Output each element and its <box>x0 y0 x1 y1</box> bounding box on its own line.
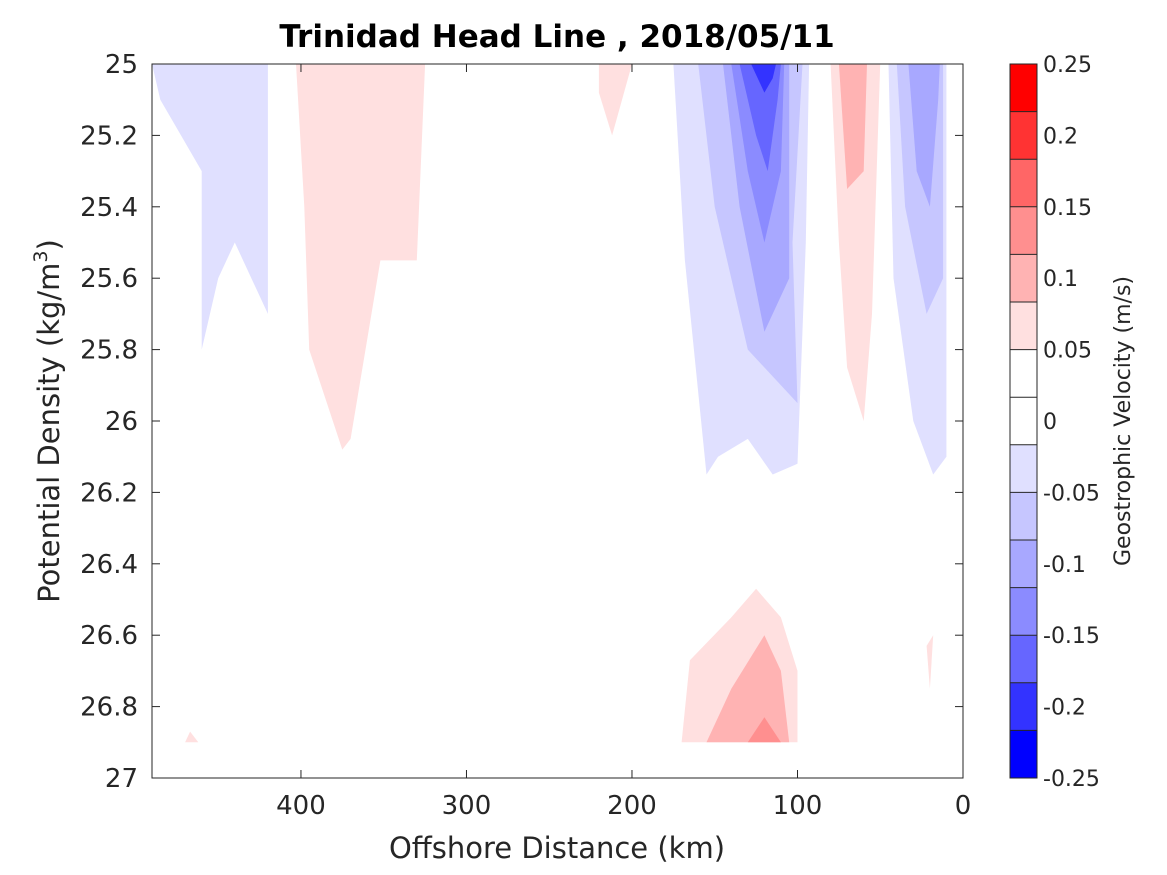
x-tick-label: 200 <box>607 791 657 821</box>
colorbar-swatch <box>1010 444 1037 493</box>
colorbar-tick-label: -0.15 <box>1043 624 1100 649</box>
colorbar-swatch <box>1010 682 1037 731</box>
colorbar-swatch <box>1010 540 1037 589</box>
colorbar-swatch <box>1010 587 1037 636</box>
contour-region-neg-jet-0.125 <box>739 64 781 172</box>
y-tick-label: 26.4 <box>80 550 138 580</box>
colorbar-tick-label: 0.1 <box>1043 267 1078 292</box>
colorbar-swatch <box>1010 254 1037 303</box>
colorbar-swatch <box>1010 349 1037 398</box>
colorbar-tick-label: 0.05 <box>1043 339 1092 364</box>
colorbar-swatch <box>1010 64 1037 113</box>
y-tick-label: 26 <box>105 407 138 437</box>
colorbar-swatch <box>1010 302 1037 351</box>
contour-region-pos-slope-400 <box>296 64 426 450</box>
colorbar-swatch <box>1010 397 1037 446</box>
colorbar-frame <box>1009 63 1038 779</box>
colorbar-tick-label: -0.05 <box>1043 481 1100 506</box>
colorbar-tick-label: 0.15 <box>1043 196 1092 221</box>
y-tick-label: 25.6 <box>80 264 138 294</box>
y-tick-label: 25.2 <box>80 121 138 151</box>
contour-region-pos-inshore-0.05 <box>838 64 867 189</box>
colorbar: 0.25 0.2 0.15 0.1 0.05 0 -0.05 -0.1 -0.15 -0.2 -0.… <box>1009 53 1100 792</box>
contour-region-neg-shelf-far <box>152 64 268 350</box>
colorbar-tick-label: -0.25 <box>1043 767 1100 792</box>
colorbar-swatch <box>1010 730 1037 779</box>
contour-region-group <box>152 64 947 743</box>
y-tick-label: 25 <box>105 50 138 80</box>
y-tick-label: 25.4 <box>80 193 138 223</box>
colorbar-tick-label: -0.1 <box>1043 553 1086 578</box>
chart-title: Trinidad Head Line , 2018/05/11 <box>279 19 834 55</box>
x-tick-label: 0 <box>955 791 972 821</box>
contour-region-pos-inshore-0.025 <box>830 64 881 421</box>
y-tick-label: 26.2 <box>80 478 138 508</box>
contour-region-pos-coast-sliver <box>926 635 934 689</box>
y-axis-label-close: ) <box>32 239 66 250</box>
y-tick-label: 26.6 <box>80 621 138 651</box>
colorbar-tick-label: 0.25 <box>1043 53 1092 78</box>
y-axis-label-main: Potential Density (kg/m <box>32 263 66 603</box>
colorbar-tick-label: 0 <box>1043 410 1057 435</box>
y-tick-label: 25.8 <box>80 336 138 366</box>
colorbar-swatch <box>1010 635 1037 684</box>
contour-region-pos-deep-0.05 <box>706 635 790 743</box>
contour-region-pos-200-wisp <box>598 64 632 136</box>
colorbar-tick-label: -0.2 <box>1043 696 1086 721</box>
colorbar-swatch <box>1010 206 1037 255</box>
y-axis-label-superscript: 3 <box>30 250 52 262</box>
x-axis: 400 300 200 100 0 <box>276 64 971 821</box>
x-tick-label: 300 <box>442 791 492 821</box>
colorbar-swatch <box>1010 111 1037 160</box>
contour-region-neg-coast-0.075 <box>908 64 940 207</box>
y-axis-label: Potential Density (kg/m3) <box>30 239 66 603</box>
y-tick-label: 26.8 <box>80 693 138 723</box>
contour-region-pos-far-bottom-blip <box>185 731 199 743</box>
y-axis: 25 25.2 25.4 25.6 25.8 26 26.2 26.4 26.6 26.8 27 <box>80 50 963 794</box>
x-axis-label: Offshore Distance (km) <box>389 831 725 865</box>
x-tick-label: 100 <box>773 791 823 821</box>
x-tick-label: 400 <box>276 791 326 821</box>
colorbar-label: Geostrophic Velocity (m/s) <box>1111 276 1136 566</box>
colorbar-swatch <box>1010 159 1037 208</box>
contour-region-neg-jet-0.15 <box>751 64 776 93</box>
colorbar-tick-label: 0.2 <box>1043 124 1078 149</box>
colorbar-swatch <box>1010 492 1037 541</box>
y-tick-label: 27 <box>105 764 138 794</box>
contour-region-pos-deep-0.075 <box>747 717 781 743</box>
